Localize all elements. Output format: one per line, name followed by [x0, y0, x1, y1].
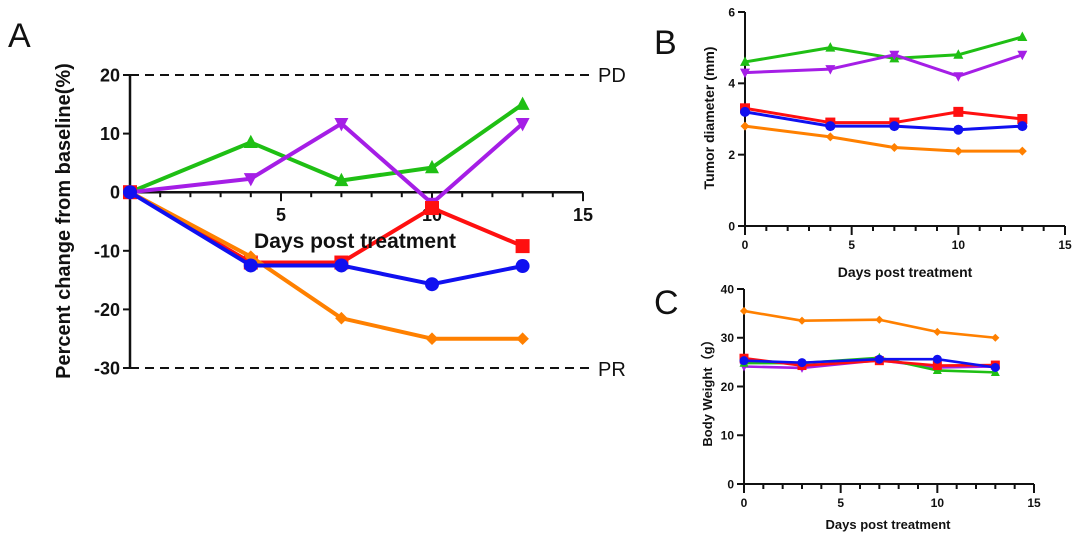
- panel-a-y-tick-label: 0: [110, 183, 120, 203]
- panel-c-x-tick-label: 0: [741, 496, 748, 510]
- panel-b-chart: 0 2 4 6 0 5 10 15 B Tumor diameter (mm) Days post …: [654, 5, 1072, 280]
- panel-b-series-blue-point: [953, 124, 964, 135]
- panel-a-series-purple-point: [515, 118, 530, 132]
- panel-c-series-orange-point: [739, 306, 749, 315]
- panel-a-series-purple-point: [334, 118, 349, 132]
- panel-b-series-red-point: [953, 106, 964, 117]
- panel-a-y-tick-label: -10: [94, 241, 120, 261]
- panel-a-series-purple-point: [243, 173, 258, 187]
- panel-a-pr-label: PR: [598, 359, 626, 381]
- panel-c-series-blue-point: [932, 354, 942, 364]
- panel-b-series-blue-point: [1017, 121, 1028, 132]
- panel-a-series-blue-point: [425, 277, 439, 292]
- panel-a-y-tick-label: 10: [100, 124, 120, 144]
- panel-letter-a: A: [8, 17, 31, 55]
- panel-a-x-tick-label: 5: [276, 205, 286, 225]
- panel-a-y-tick-label: 20: [100, 65, 120, 85]
- panel-c-y-tick-label: 20: [721, 380, 735, 394]
- panel-b-series-orange-point: [740, 121, 750, 131]
- panel-a-y-axis-title: Percent change from baseline(%): [53, 63, 75, 379]
- panel-a-series-blue-point: [515, 259, 530, 274]
- panel-b-series-orange-point: [1017, 146, 1027, 156]
- panel-c-series-orange-point: [797, 316, 807, 325]
- panel-b-series-red-line: [744, 106, 1023, 125]
- panel-a-series-green-point: [243, 134, 258, 148]
- panel-b-series-green-point: [825, 42, 836, 52]
- panel-c-series-blue-point: [797, 358, 807, 368]
- panel-b-x-tick-label: 5: [848, 238, 855, 252]
- panel-a-series-green-point: [515, 96, 530, 110]
- panel-c-x-axis-title: Days post treatment: [826, 517, 952, 532]
- panel-c-y-tick-label: 30: [721, 331, 735, 345]
- panel-b-series-green-point: [740, 56, 750, 66]
- panel-b-series-green-point: [953, 49, 964, 59]
- panel-a-series-orange-point: [425, 332, 439, 345]
- panel-c-chart: 0 10 20 30 40 0 5 10 15 C Body Weight（g） Days post …: [654, 282, 1041, 532]
- panel-b-series-purple-point: [825, 65, 836, 75]
- panel-a-pd-label: PD: [598, 65, 626, 87]
- panel-a-series-green-point: [334, 172, 349, 187]
- panel-b-y-tick-label: 4: [728, 77, 735, 91]
- panel-b-series-orange-point: [953, 146, 963, 156]
- panel-b-series-purple-point: [889, 50, 900, 61]
- panel-b-x-tick-label: 15: [1058, 238, 1072, 252]
- panel-c-series-blue-point: [739, 356, 749, 366]
- panel-a-x-tick-label: 15: [573, 205, 593, 225]
- panel-b-y-tick-label: 0: [728, 219, 735, 233]
- panel-b-series-blue-point: [889, 121, 900, 132]
- panel-c-series-blue-point: [990, 362, 1000, 372]
- panel-a-series-orange-point: [516, 332, 529, 345]
- panel-a-series-orange-point: [244, 250, 258, 263]
- panel-c-series-orange-point: [875, 315, 884, 324]
- panel-b-series-red-point: [1017, 114, 1028, 124]
- panel-b-series-purple-point: [740, 68, 750, 79]
- panel-a-y-tick-label: -30: [94, 358, 120, 378]
- panel-b-y-axis-title: Tumor diameter (mm): [701, 47, 717, 190]
- panel-c-y-tick-label: 40: [721, 282, 735, 296]
- panel-a-series-red-point: [515, 239, 530, 254]
- panel-a-series-green-point: [425, 159, 439, 174]
- panel-a-series-red-point: [425, 201, 439, 216]
- panel-c-series-orange-line: [743, 309, 996, 340]
- panel-b-series-blue-point: [740, 106, 750, 117]
- panel-b-series-orange-point: [825, 132, 835, 142]
- panel-a-series-blue-point: [243, 258, 258, 273]
- panel-c-series-red-point: [932, 361, 942, 371]
- panel-c-series-orange-point: [933, 327, 942, 336]
- panel-c-y-axis-title: Body Weight（g）: [700, 333, 715, 446]
- panel-c-x-tick-label: 10: [931, 496, 945, 510]
- panel-b-series-purple-point: [953, 72, 964, 82]
- panel-a-x-axis-title: Days post treatment: [254, 230, 456, 253]
- panel-b-y-tick-label: 6: [728, 5, 735, 19]
- panel-b-series-purple-line: [744, 53, 1023, 78]
- panel-c-series-orange-point: [991, 333, 1000, 342]
- panel-c-series-blue-point: [874, 354, 884, 364]
- panel-a-y-tick-label: -20: [94, 300, 120, 320]
- panel-a-series-orange-point: [335, 311, 348, 325]
- panel-c-x-tick-label: 5: [837, 496, 844, 510]
- panel-a-series-green-line: [129, 102, 524, 195]
- panel-c-y-tick-label: 10: [721, 429, 735, 443]
- panel-c-x-tick-label: 15: [1027, 496, 1041, 510]
- panel-b-series-blue-point: [825, 121, 836, 132]
- panel-b-series-green-point: [1017, 31, 1028, 41]
- panel-b-x-tick-label: 0: [742, 238, 749, 252]
- panel-b-x-axis-title: Days post treatment: [838, 264, 973, 280]
- panel-b-series-orange-point: [889, 143, 899, 153]
- panel-b-x-tick-label: 10: [952, 238, 966, 252]
- panel-b-y-tick-label: 2: [728, 148, 735, 162]
- panel-a-series-blue-point: [123, 185, 137, 200]
- panel-letter-b: B: [654, 24, 677, 62]
- panel-b-series-purple-point: [1017, 50, 1028, 61]
- panel-a-series-blue-point: [334, 258, 349, 273]
- panel-c-y-tick-label: 0: [727, 477, 734, 491]
- panel-letter-c: C: [654, 284, 679, 322]
